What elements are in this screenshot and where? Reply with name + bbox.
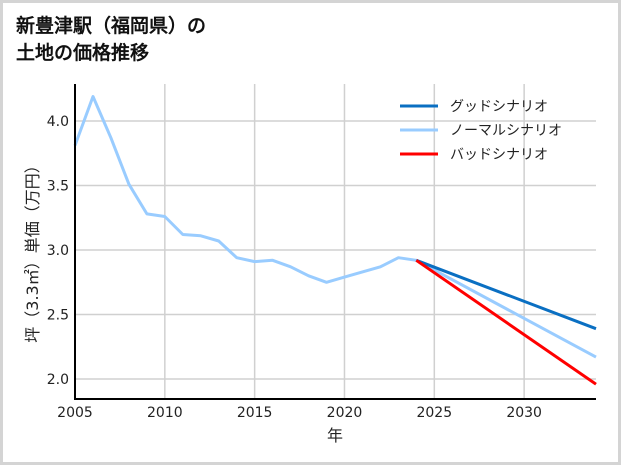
series-line [415, 259, 597, 386]
series-line [415, 258, 597, 331]
x-tick-label: 2005 [57, 405, 93, 421]
x-tick-label: 2015 [237, 405, 273, 421]
x-tick-label: 2020 [327, 405, 363, 421]
y-tick-label: 2.5 [47, 308, 69, 324]
chart-title: 新豊津駅（福岡県）の 土地の価格推移 [16, 13, 206, 67]
x-axis-label: 年 [327, 426, 343, 445]
x-tick-label: 2025 [416, 405, 452, 421]
x-axis-ticks: 2005 2010 2015 2020 2025 2030 [57, 405, 542, 421]
series-lines [73, 95, 597, 386]
chart-title-line-1: 新豊津駅（福岡県）の [16, 15, 207, 37]
y-axis-ticks: 2.0 2.5 3.0 3.5 4.0 [47, 114, 69, 388]
y-tick-label: 2.0 [47, 372, 69, 388]
y-axis-label: 坪（3.3㎡）単価（万円） [23, 157, 42, 342]
y-tick-label: 3.0 [47, 243, 69, 259]
chart-title-line-2: 土地の価格推移 [16, 42, 150, 64]
series-line [73, 95, 597, 359]
legend-label: グッドシナリオ [450, 99, 548, 115]
axes [74, 84, 596, 400]
gridlines [75, 84, 596, 399]
legend-label: ノーマルシナリオ [450, 123, 562, 139]
x-tick-label: 2030 [506, 405, 542, 421]
y-tick-label: 3.5 [47, 179, 69, 195]
legend-label: バッドシナリオ [450, 147, 548, 163]
y-tick-label: 4.0 [47, 114, 69, 130]
x-tick-label: 2010 [147, 405, 183, 421]
